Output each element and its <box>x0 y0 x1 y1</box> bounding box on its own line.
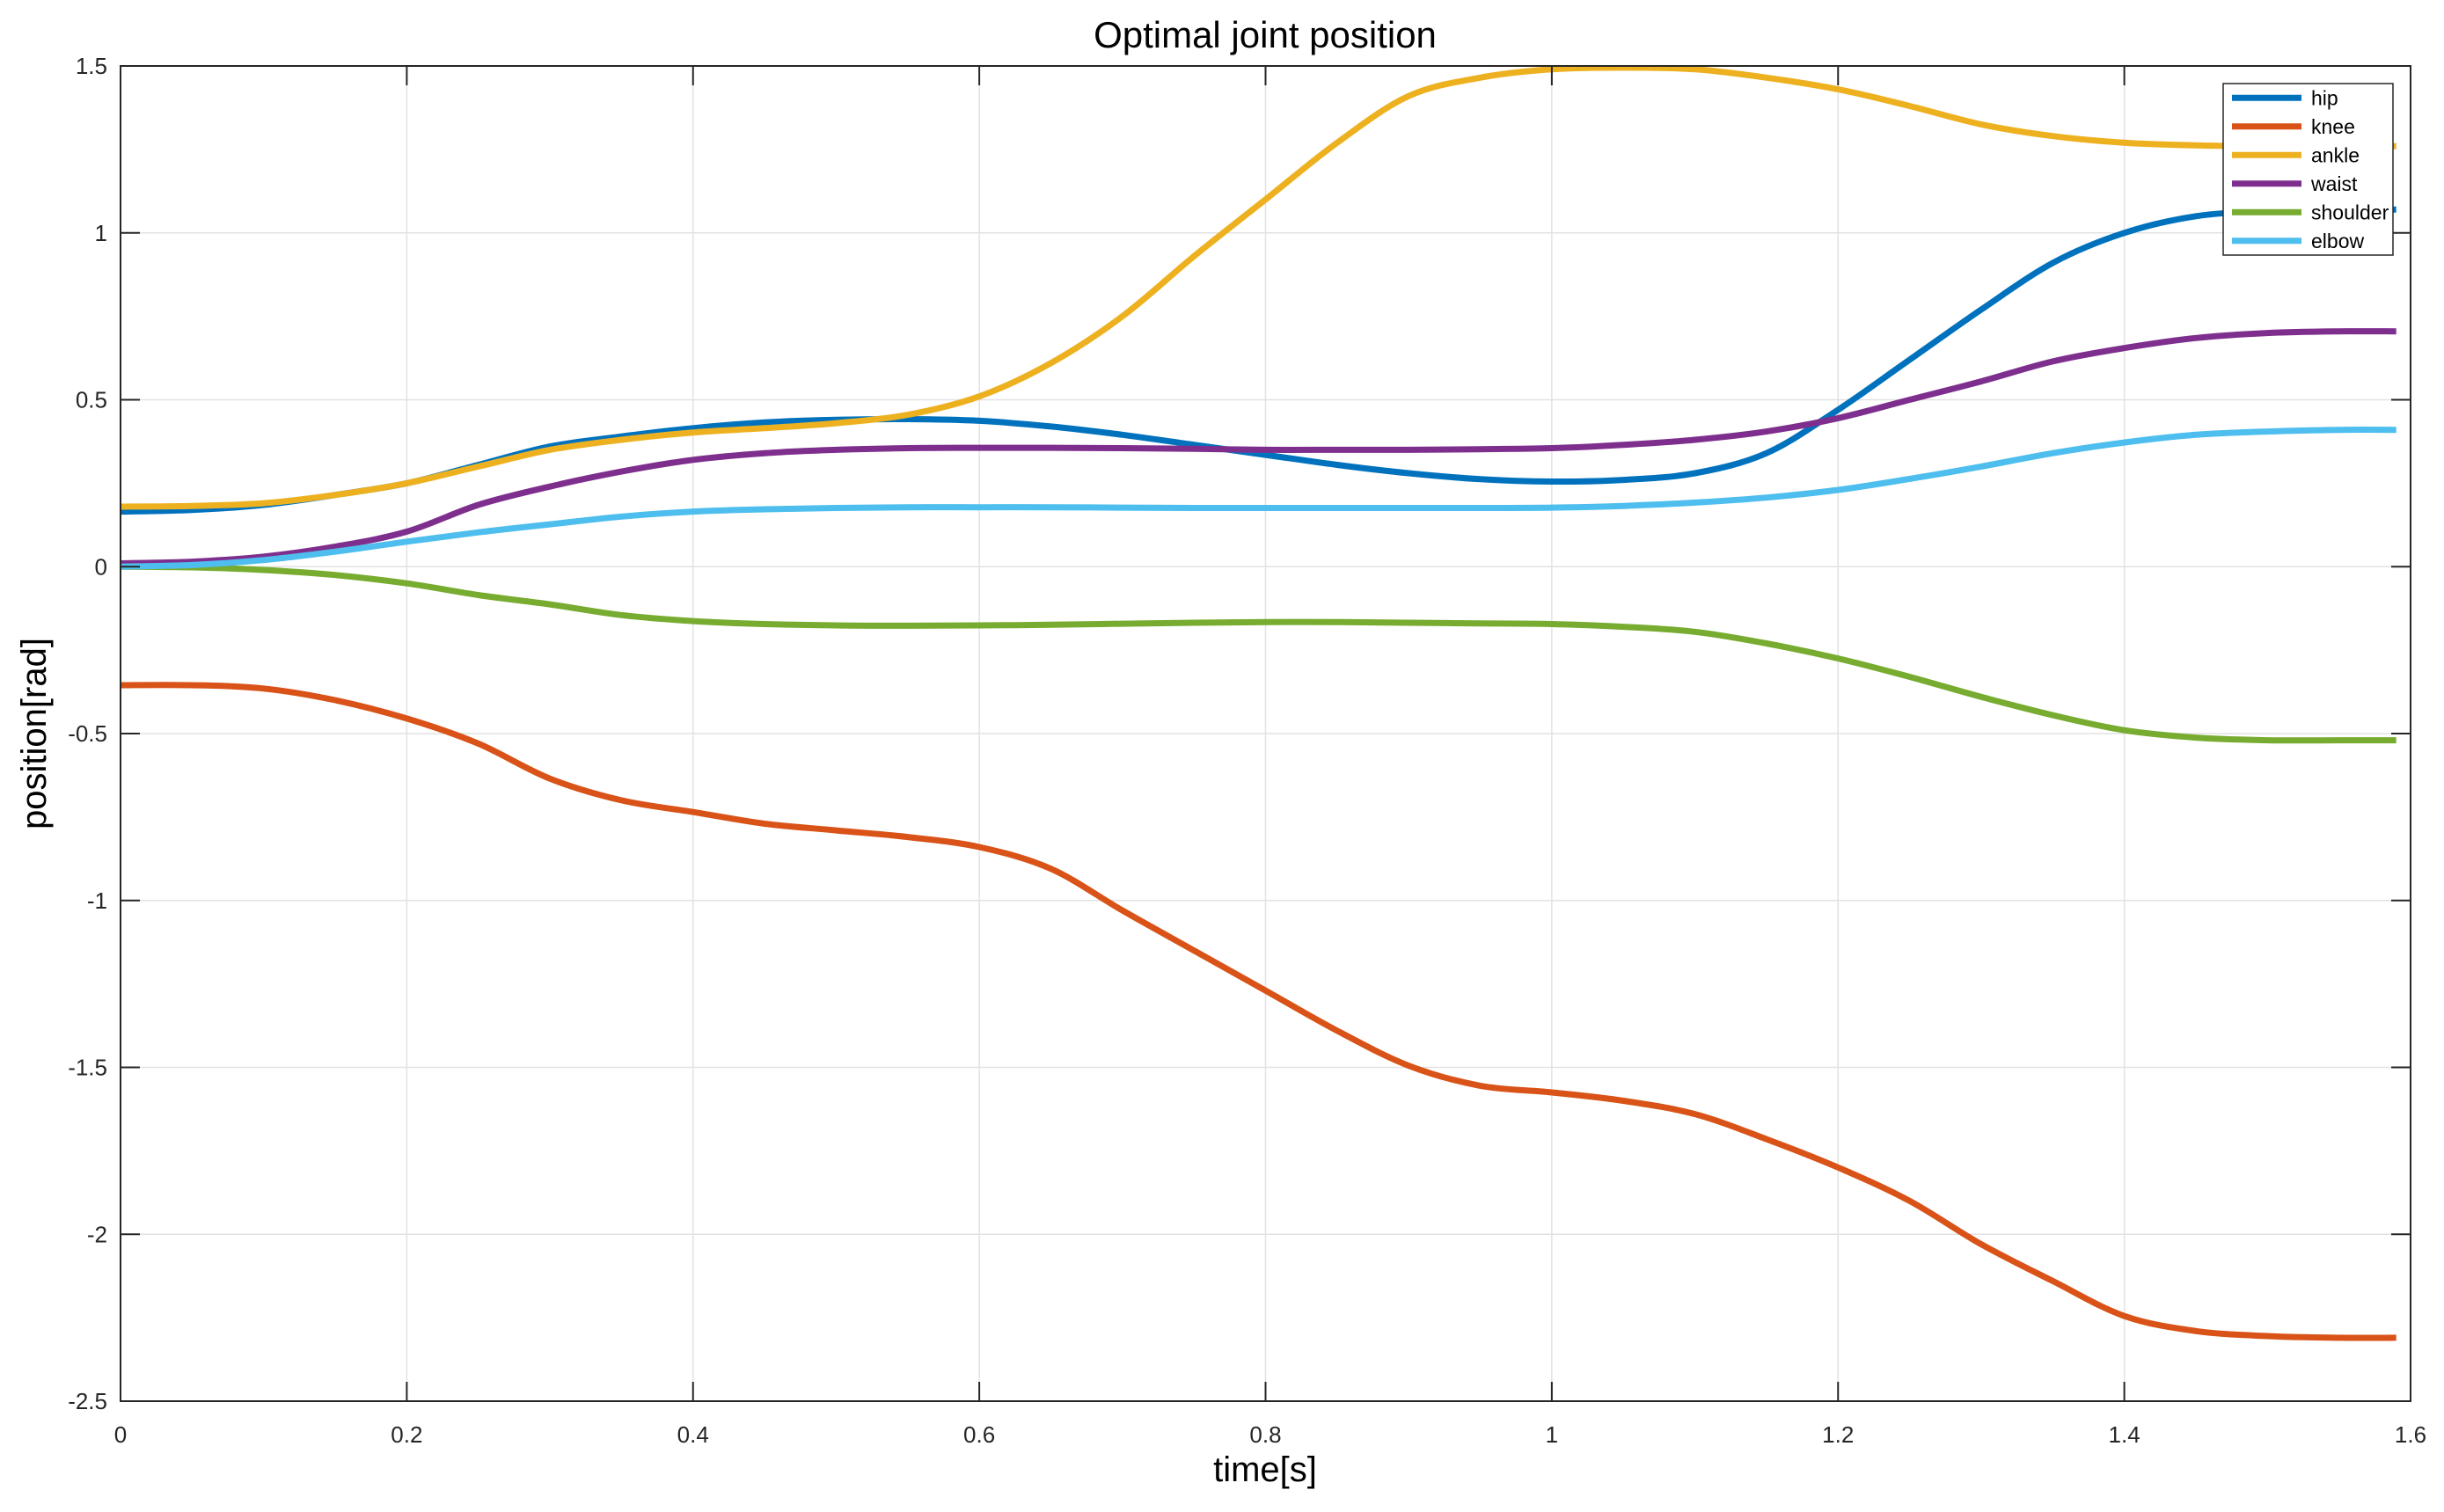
series-lines <box>121 66 2396 1341</box>
series-line-knee <box>121 682 2396 1341</box>
x-tick-label: 0.8 <box>1249 1421 1281 1448</box>
y-tick-label: -1 <box>87 887 107 914</box>
legend-item-hip: hip <box>2232 86 2338 109</box>
x-tick-labels: 0 0.2 0.4 0.6 0.8 1 1.2 1.4 1.6 <box>114 1421 2426 1448</box>
x-tick-label: 0.2 <box>391 1421 422 1448</box>
legend: hip knee ankle waist shoulder elbow <box>2222 83 2394 256</box>
legend-item-knee: knee <box>2232 115 2355 138</box>
x-tick-label: 0 <box>114 1421 127 1448</box>
y-axis-label: position[rad] <box>15 638 54 829</box>
legend-item-waist: waist <box>2232 172 2358 195</box>
legend-item-elbow: elbow <box>2232 230 2364 252</box>
series-line-ankle <box>121 66 2396 510</box>
x-tick-label: 0.6 <box>963 1421 995 1448</box>
y-tick-labels: -2.5 -2 -1.5 -1 -0.5 0 0.5 1 1.5 <box>68 53 107 1414</box>
y-tick-label: 1 <box>95 220 107 246</box>
x-tick-label: 1.6 <box>2395 1421 2426 1448</box>
legend-item-ankle: ankle <box>2232 143 2360 166</box>
legend-label-ankle: ankle <box>2311 143 2360 166</box>
y-tick-label: 1.5 <box>76 53 107 79</box>
legend-label-shoulder: shoulder <box>2311 201 2389 223</box>
plot-box <box>120 65 2411 1402</box>
y-tick-label: 0 <box>95 553 107 580</box>
y-tick-label: -2.5 <box>68 1388 107 1414</box>
series-line-waist <box>121 328 2396 566</box>
y-tick-label: -0.5 <box>68 720 107 747</box>
y-tick-label: -2 <box>87 1221 107 1247</box>
x-tick-label: 0.4 <box>677 1421 709 1448</box>
legend-label-hip: hip <box>2311 86 2338 109</box>
series-line-shoulder <box>121 563 2396 744</box>
x-axis-label: time[s] <box>1213 1450 1317 1489</box>
legend-label-waist: waist <box>2310 172 2358 195</box>
gridlines <box>121 66 2411 1401</box>
legend-label-elbow: elbow <box>2311 230 2364 252</box>
series-line-elbow <box>121 427 2396 570</box>
chart-title: Optimal joint position <box>1094 14 1437 55</box>
legend-label-knee: knee <box>2311 115 2355 138</box>
x-tick-label: 1 <box>1546 1421 1558 1448</box>
y-tick-label: 0.5 <box>76 387 107 413</box>
x-tick-label: 1.2 <box>1822 1421 1854 1448</box>
x-tick-label: 1.4 <box>2109 1421 2140 1448</box>
legend-item-shoulder: shoulder <box>2232 201 2389 223</box>
legend-box <box>2222 83 2394 256</box>
y-tick-label: -1.5 <box>68 1055 107 1081</box>
